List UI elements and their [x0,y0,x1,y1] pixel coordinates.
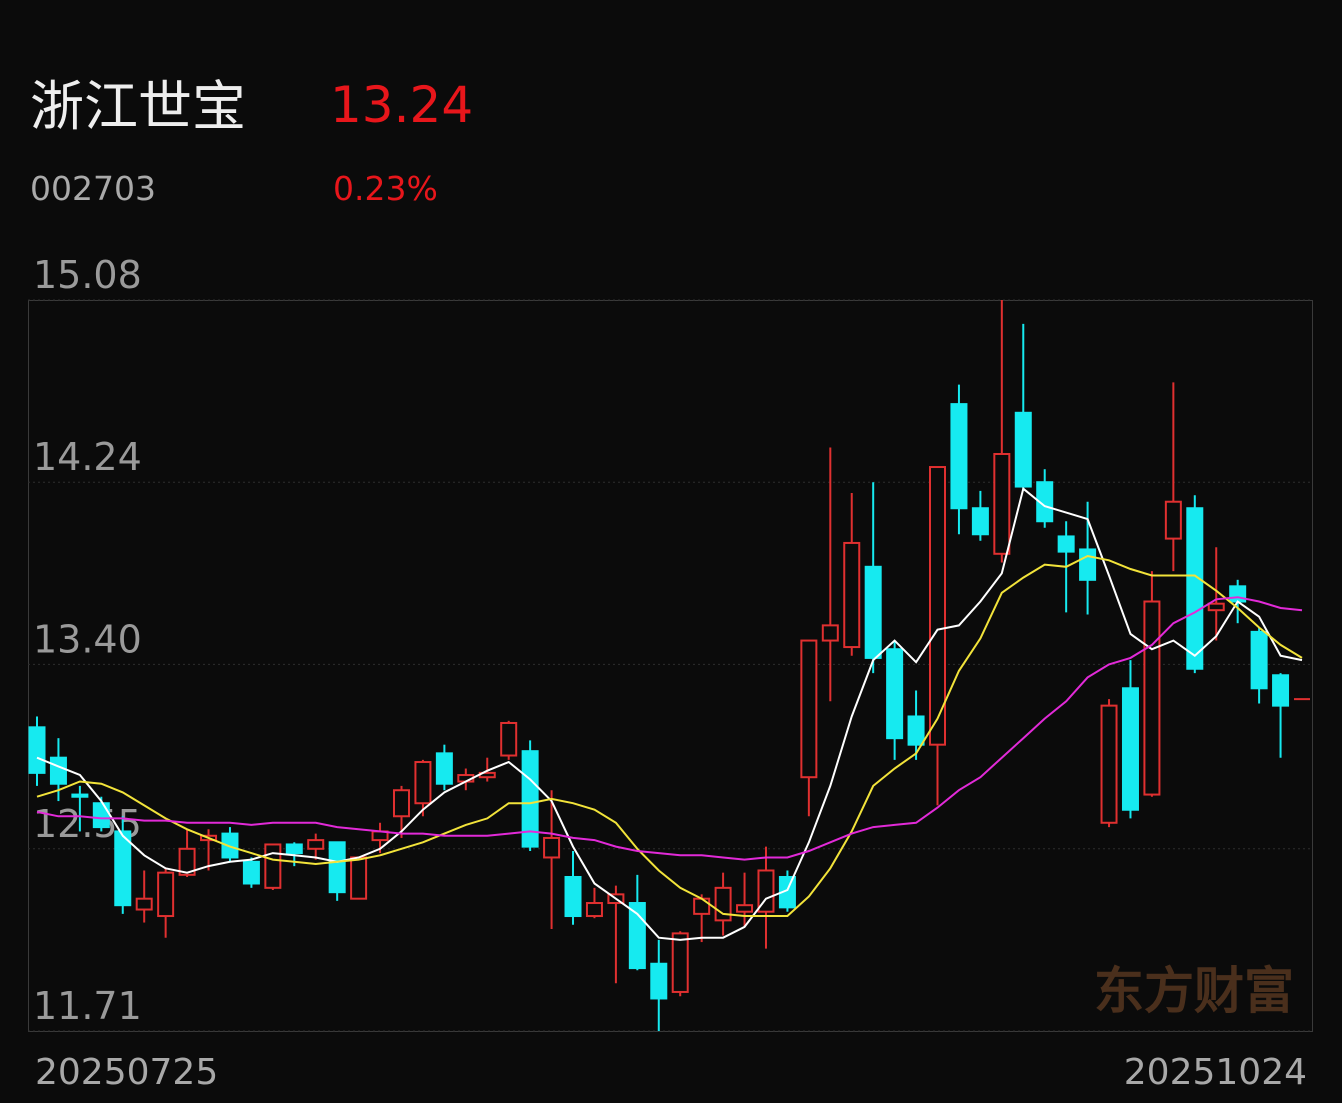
candle-body [71,793,89,798]
candle-body [543,836,561,859]
candle-body [1014,411,1032,488]
candle-body [328,841,346,894]
y-tick-label: 11.71 [33,984,142,1028]
candle-body [1250,630,1268,690]
candle-body [392,789,410,818]
candle-body [993,453,1011,555]
candle-body [264,843,282,889]
candle-body [800,639,818,779]
moving-average-line [36,596,1303,861]
candle-body [929,466,947,746]
candle-body [693,897,711,915]
candle-body [821,624,839,642]
y-tick-label: 13.40 [33,617,142,661]
candle-body [971,507,989,536]
y-tick-label: 14.24 [33,435,142,479]
x-tick-label: 20251024 [1124,1052,1307,1093]
candle-body [950,403,968,510]
candle-body [242,860,260,885]
plot-frame [28,300,1313,1032]
candle-body [671,932,689,993]
y-tick-label: 15.08 [33,253,142,297]
candle-body [92,802,110,829]
candle-body [564,875,582,918]
candle-body [907,715,925,746]
candle-body [864,565,882,659]
candle-body [650,962,668,1000]
candle-body [1186,507,1204,670]
candle-body [843,541,861,649]
candle-body [28,726,46,774]
candle-body [1207,602,1225,612]
watermark: 东方财富 [1094,962,1294,1020]
candle-body [178,847,196,876]
candle-body [307,839,325,850]
candle-body [414,761,432,805]
candle-body [157,871,175,918]
candle-body [736,904,754,913]
candle-body [1121,687,1139,811]
candle-body [757,869,775,913]
candle-body [350,856,368,900]
candle-body [714,886,732,922]
candle-body [135,897,153,911]
stock-name: 浙江世宝 [30,75,246,138]
moving-average-line [36,554,1303,917]
candle-body [1164,500,1182,540]
candle-body [285,843,303,855]
price-change: 0.23% [333,169,438,208]
candle-body [49,756,67,785]
x-tick-label: 20250725 [35,1052,218,1093]
candle-body [1272,674,1290,707]
candle-body [1079,548,1097,581]
candle-body [1143,600,1161,796]
candle-body [585,902,603,918]
candle-body [886,648,904,740]
candle-body [521,750,539,848]
candle-body [1100,704,1118,824]
moving-average-line [36,486,1303,941]
candle-body [1057,535,1075,553]
candle-body [500,721,518,757]
candle-body [435,752,453,785]
stock-price: 13.24 [330,76,473,134]
candle-body [114,830,132,907]
stock-code: 002703 [30,169,156,208]
candle-body [1036,481,1054,523]
